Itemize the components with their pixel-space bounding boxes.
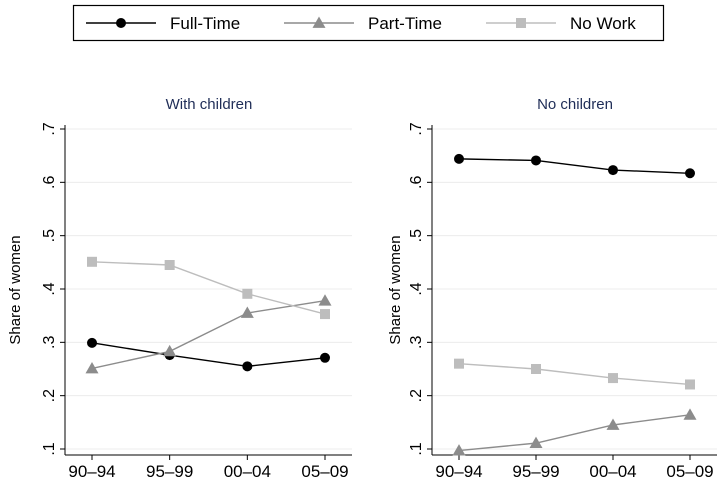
data-point-part-time [529,436,543,449]
legend-item-full-time: Full-Time [86,14,240,33]
legend-marker-no-work [516,18,526,28]
x-tick-label: 05–09 [666,462,713,481]
series-full-time [87,337,330,372]
series-line-no-work [91,261,326,315]
series-part-time [452,408,697,456]
data-point-no-work [608,373,618,384]
panel-title: With children [166,96,253,113]
y-tick-label: .1 [408,442,425,455]
data-point-full-time [608,165,618,176]
y-tick-label: .2 [41,389,58,402]
y-tick-label: .4 [41,282,58,295]
data-point-part-time [318,294,332,306]
series-full-time [454,153,695,179]
y-tick-label: .7 [41,122,58,135]
data-point-part-time [163,344,177,357]
data-point-no-work [454,358,464,369]
data-point-part-time [452,444,466,456]
legend-label-no-work: No Work [570,14,636,33]
data-point-no-work [164,260,175,270]
y-tick-label: .2 [408,389,425,402]
x-tick-label: 05–09 [301,462,348,481]
y-tick-label: .6 [41,176,58,189]
y-axis-label: Share of women [387,235,404,344]
data-point-part-time [240,306,254,318]
y-tick-label: .5 [41,229,58,242]
data-point-part-time [85,361,99,374]
data-point-no-work [685,379,695,390]
panel-title: No children [537,96,613,113]
y-tick-label: .4 [408,282,425,295]
data-point-part-time [606,418,620,430]
y-tick-label: .6 [408,176,425,189]
legend-box [72,4,665,42]
series-line-part-time [458,414,691,452]
legend-label-part-time: Part-Time [368,14,442,33]
y-axis-label: Share of women [7,235,24,344]
x-tick-label: 90–94 [435,462,482,481]
data-point-no-work [87,256,97,267]
data-point-full-time [531,155,541,166]
x-tick-label: 95–99 [146,462,193,481]
x-tick-label: 95–99 [512,462,559,481]
data-point-no-work [531,364,541,374]
series-line-no-work [458,362,691,386]
series-no-work [87,256,330,320]
data-point-full-time [685,168,695,179]
data-point-part-time [683,408,697,420]
series-line-full-time [458,158,691,174]
y-tick-label: .3 [41,336,58,349]
series-line-full-time [91,342,326,368]
y-tick-label: .3 [408,336,425,349]
y-tick-label: .7 [408,122,425,135]
legend: Full-Time Part-Time No Work [72,4,665,42]
series-part-time [85,294,332,374]
data-point-full-time [454,153,464,164]
data-point-full-time [242,361,253,372]
series-no-work [454,358,695,390]
legend-marker-full-time [116,18,126,28]
legend-label-full-time: Full-Time [170,14,240,33]
y-tick-label: .1 [41,442,58,455]
legend-marker-part-time [312,16,326,28]
x-tick-label: 00–04 [224,462,271,481]
data-point-no-work [242,288,253,299]
legend-item-part-time: Part-Time [284,14,442,33]
data-point-full-time [87,337,97,348]
series-line-part-time [91,300,326,370]
panel-2: .1 .2 .3 .4 .5 .6 .7 90–94 95–99 00–04 05–09 No chi… [387,96,717,481]
panel-1: .1 .2 .3 .4 .5 .6 .7 90–94 95–99 00–04 05–09 With c… [7,96,352,481]
legend-item-no-work: No Work [486,14,636,33]
x-tick-label: 00–04 [589,462,636,481]
y-tick-label: .5 [408,229,425,242]
gridlines [65,128,352,450]
data-point-no-work [320,309,330,320]
data-point-full-time [320,352,330,363]
x-tick-label: 90–94 [68,462,115,481]
gridlines [432,128,717,450]
